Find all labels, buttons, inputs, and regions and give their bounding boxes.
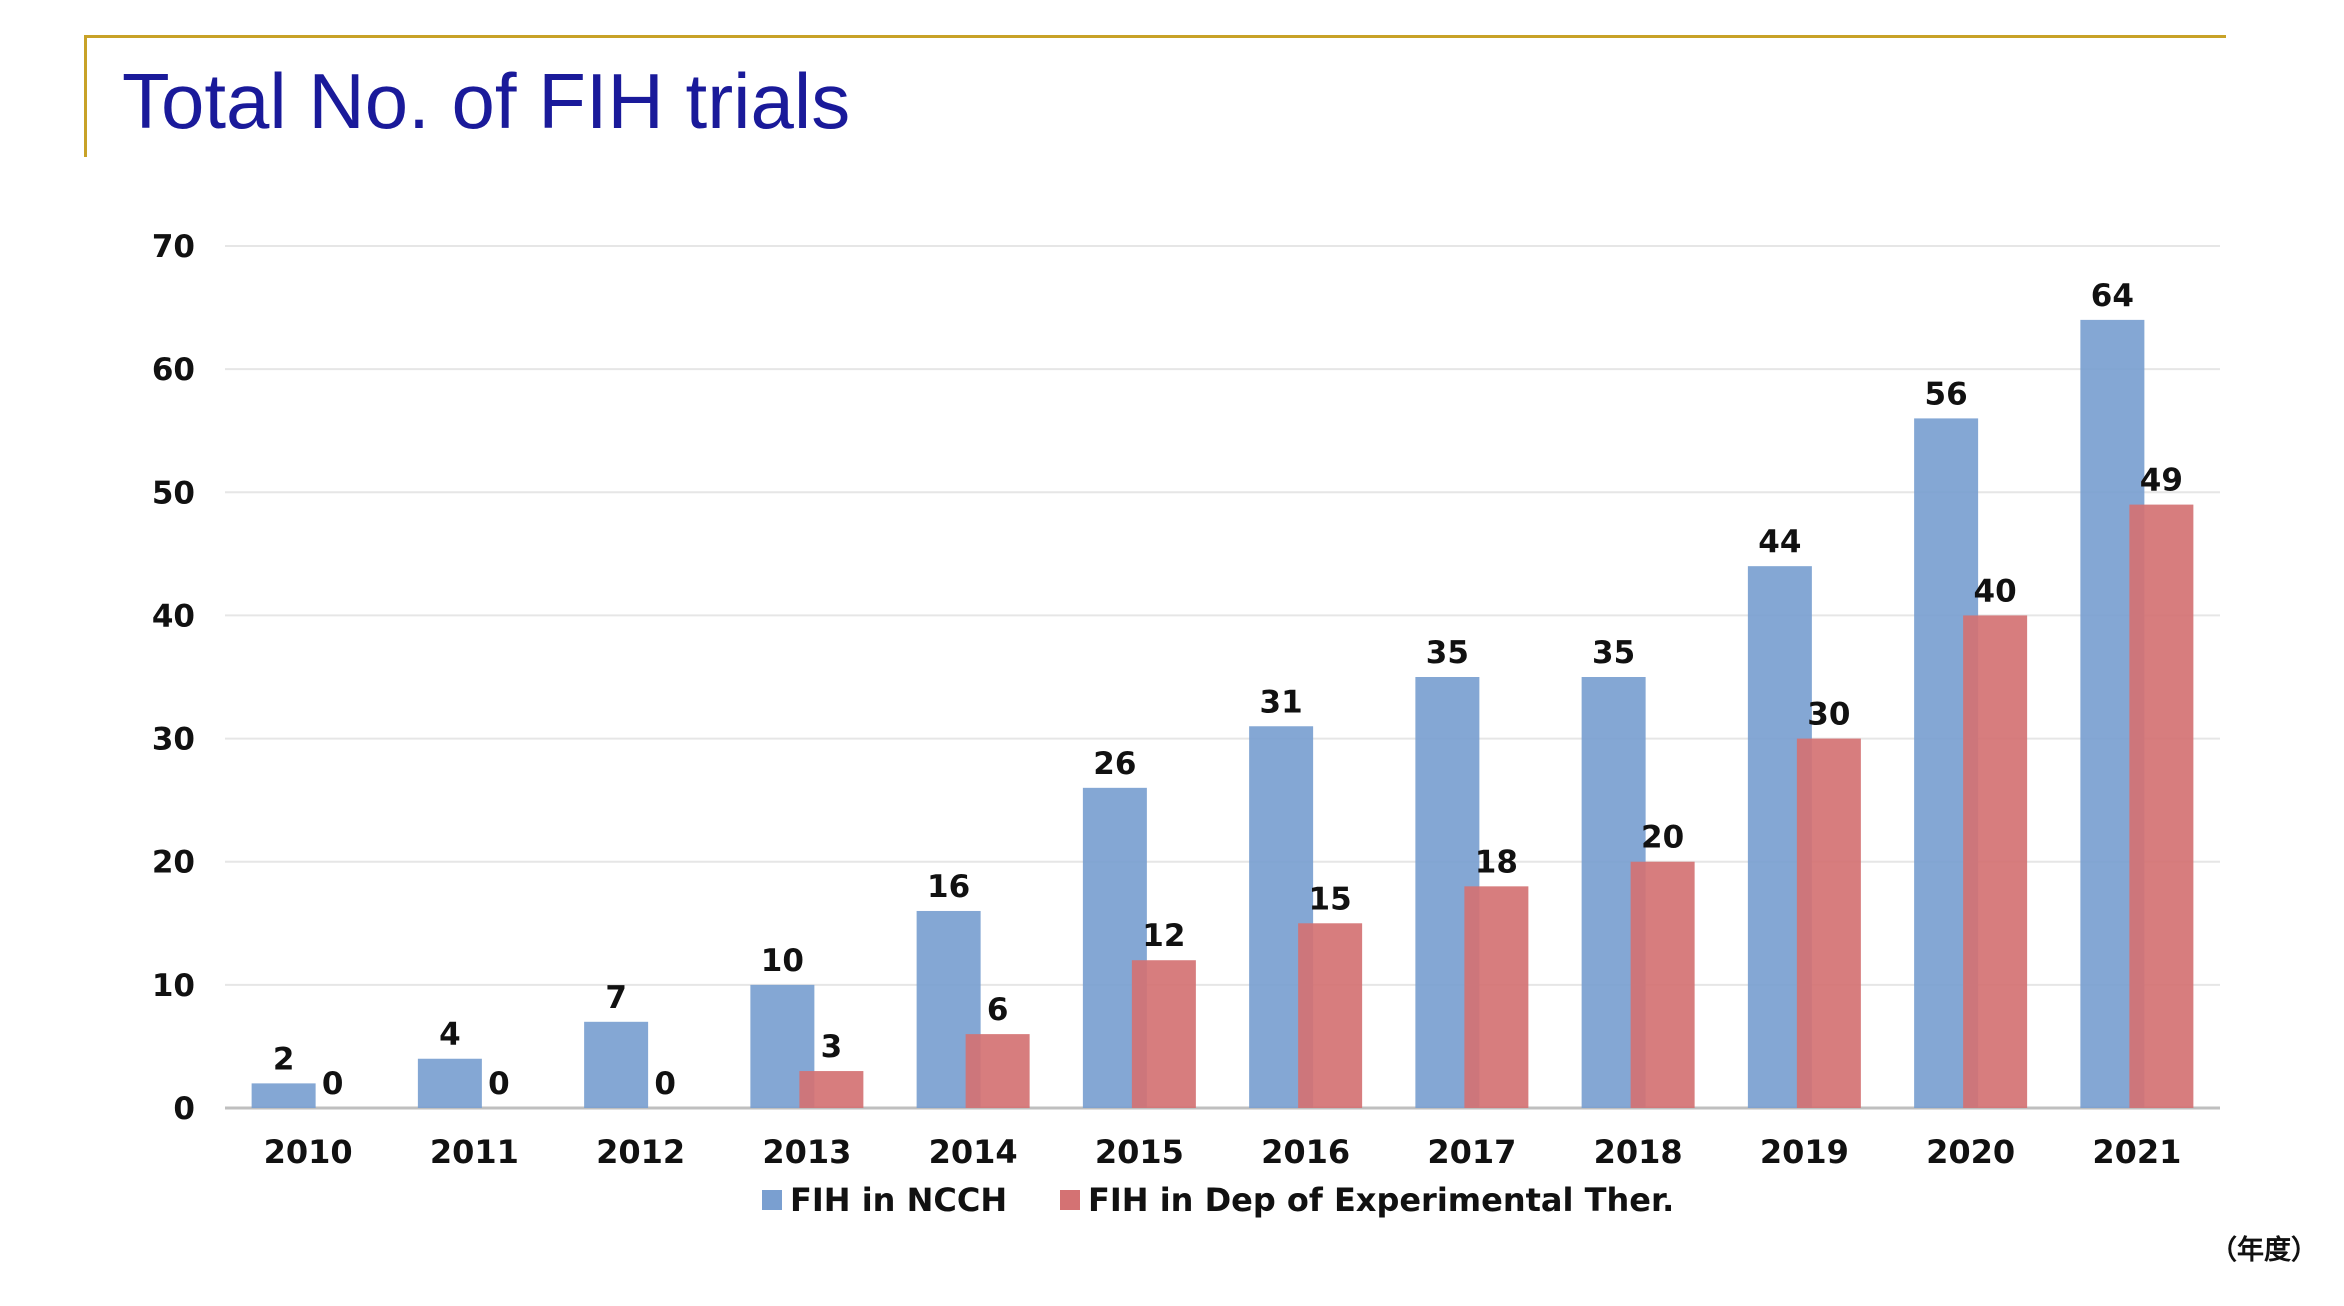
data-label: 12 [1142,918,1185,954]
y-tick-label: 50 [152,475,195,511]
y-tick-label: 70 [152,229,195,265]
data-label: 16 [927,869,970,905]
x-tick-label: 2017 [1427,1133,1516,1171]
bar-ncch [417,1058,482,1108]
y-tick-label: 10 [152,968,195,1004]
bar-dep [1298,923,1363,1108]
y-tick-label: 40 [152,598,195,634]
bar-dep [965,1034,1030,1108]
data-label: 35 [1426,635,1469,671]
x-tick-label: 2012 [596,1133,685,1171]
bar-dep [2129,504,2194,1109]
header-top-rule [84,35,2226,38]
y-tick-label: 60 [152,352,195,388]
bar-dep [1464,886,1529,1108]
data-label: 0 [322,1066,344,1102]
data-label: 15 [1309,881,1352,917]
bar-dep [1630,861,1695,1108]
data-label: 56 [1925,376,1968,412]
y-tick-label: 0 [173,1091,195,1127]
data-label: 49 [2140,463,2183,499]
data-label: 35 [1592,635,1635,671]
data-label: 3 [821,1029,843,1065]
bar-ncch [251,1083,316,1108]
data-label: 44 [1758,524,1801,560]
data-label: 31 [1260,684,1303,720]
data-label: 0 [654,1066,676,1102]
x-tick-label: 2018 [1594,1133,1683,1171]
legend-label: FIH in NCCH [790,1181,1007,1219]
bar-dep [1796,738,1861,1108]
bar-ncch [584,1021,649,1108]
data-label: 7 [605,980,627,1016]
data-label: 6 [987,992,1009,1028]
x-tick-label: 2013 [762,1133,851,1171]
header-left-rule [84,35,87,157]
data-label: 18 [1475,844,1518,880]
x-tick-label: 2016 [1261,1133,1350,1171]
data-label: 64 [2091,278,2134,314]
data-label: 4 [439,1017,461,1053]
x-tick-label: 2014 [929,1133,1018,1171]
data-label: 2 [273,1041,295,1077]
data-label: 10 [761,943,804,979]
x-tick-label: 2021 [2092,1133,2181,1171]
x-tick-label: 2010 [264,1133,353,1171]
y-tick-label: 30 [152,722,195,758]
legend-swatch-dep [1060,1190,1080,1210]
legend-label: FIH in Dep of Experimental Ther. [1088,1181,1674,1219]
x-tick-label: 2019 [1760,1133,1849,1171]
data-label: 30 [1807,697,1850,733]
data-label: 26 [1093,746,1136,782]
bar-dep [1963,615,2028,1108]
y-tick-label: 20 [152,845,195,881]
data-label: 20 [1641,820,1684,856]
legend-swatch-ncch [762,1190,782,1210]
bar-dep [799,1071,864,1108]
bar-dep [1131,960,1196,1108]
fiscal-year-note: （年度） [2210,1235,2318,1266]
data-label: 0 [488,1066,510,1102]
data-label: 40 [1974,573,2017,609]
slide-title: Total No. of FIH trials [122,57,851,145]
x-tick-label: 2020 [1926,1133,2015,1171]
x-tick-label: 2015 [1095,1133,1184,1171]
x-tick-label: 2011 [430,1133,519,1171]
